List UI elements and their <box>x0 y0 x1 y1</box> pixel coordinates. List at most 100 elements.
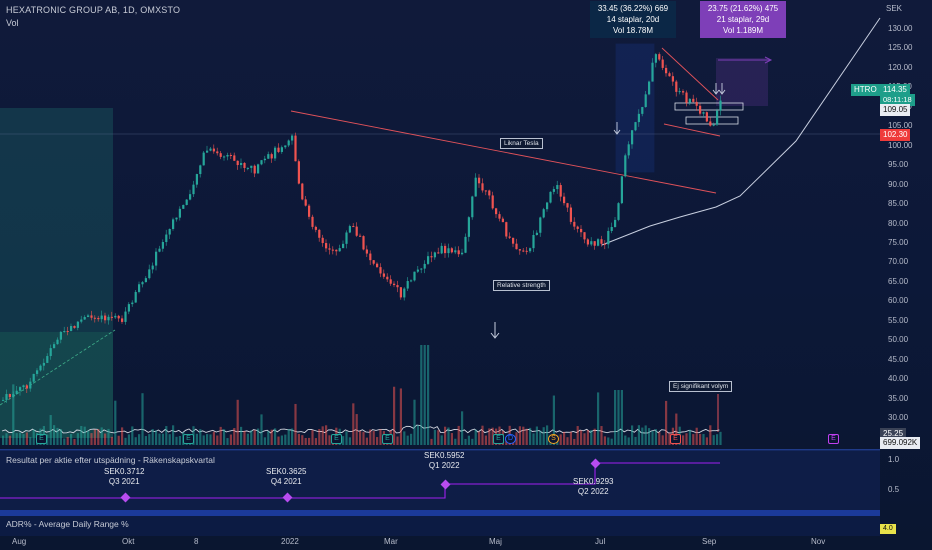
candle-body <box>216 151 219 154</box>
volume-bar <box>93 429 96 445</box>
volume-bar <box>287 429 290 445</box>
candle-body <box>427 256 430 264</box>
candle-body <box>525 250 528 252</box>
candle-body <box>36 370 39 374</box>
volume-bar <box>624 435 627 445</box>
candle-body <box>501 218 504 223</box>
eps-label-q1-2022: SEK0.5952 Q1 2022 <box>424 451 464 471</box>
candle-body <box>702 112 705 114</box>
candle-body <box>631 130 634 145</box>
measure-info-purple: 23.75 (21.62%) 475 21 staplar, 29d Vol 1… <box>700 1 786 38</box>
candle-body <box>508 236 511 238</box>
measure-blue-line1: 33.45 (36.22%) 669 <box>597 4 669 13</box>
volume-bar <box>63 438 66 445</box>
volume-bar <box>76 433 79 445</box>
volume-bar <box>355 414 358 445</box>
volume-bar <box>675 413 678 445</box>
event-marker-earnings[interactable]: E <box>331 434 342 444</box>
volume-bar <box>168 434 171 445</box>
candle-body <box>311 216 314 227</box>
eps-pane-bg <box>0 450 880 510</box>
volume-bar <box>709 425 712 445</box>
volume-bar <box>542 427 545 445</box>
volume-bar <box>603 436 606 445</box>
volume-bar <box>532 433 535 445</box>
eps-point-q1-2022 <box>440 479 451 490</box>
volume-bar <box>376 437 379 445</box>
volume-bar <box>450 433 453 445</box>
event-marker-earnings[interactable]: E <box>670 434 681 444</box>
candle-body <box>505 222 508 237</box>
candle-body <box>654 54 657 63</box>
volume-bar <box>233 427 236 445</box>
candle-body <box>138 284 141 292</box>
volume-bar <box>291 428 294 445</box>
candle-body <box>165 234 168 243</box>
event-marker-earnings[interactable]: E <box>36 434 47 444</box>
volume-bar <box>15 433 18 445</box>
volume-indicator-label[interactable]: Vol <box>6 18 19 28</box>
event-marker-earnings[interactable]: E <box>493 434 504 444</box>
volume-bar <box>478 431 481 445</box>
zone-upper <box>0 108 113 332</box>
event-marker-split[interactable]: S <box>548 434 559 444</box>
volume-bar <box>297 433 300 445</box>
event-marker-earnings[interactable]: E <box>183 434 194 444</box>
candle-body <box>263 158 266 161</box>
candle-body <box>668 73 671 77</box>
candle-body <box>260 160 263 165</box>
measure-blue-line3: Vol 18.78M <box>612 26 654 35</box>
candle-body <box>39 365 42 371</box>
time-axis-label: Jul <box>595 537 606 546</box>
volume-bar <box>70 434 73 445</box>
volume-bar <box>2 435 5 445</box>
candle-body <box>495 208 498 215</box>
event-marker-earnings[interactable]: E <box>382 434 393 444</box>
candle-body <box>457 250 460 255</box>
volume-bar <box>141 393 144 445</box>
eps-panel-title[interactable]: Resultat per aktie efter utspädning - Rä… <box>6 455 215 465</box>
candle-body <box>573 221 576 227</box>
volume-bar <box>444 426 447 445</box>
candle-body <box>580 228 583 233</box>
volume-bar <box>464 438 467 445</box>
volume-bar <box>569 431 572 445</box>
eps-quarter-q1-2022: Q1 2022 <box>428 461 460 470</box>
candle-body <box>678 91 681 93</box>
annotation-relative-strength[interactable]: Relative strength <box>493 280 550 291</box>
price-axis-label: 90.00 <box>888 179 909 189</box>
price-axis-label: 85.00 <box>888 199 909 209</box>
range-box-1 <box>674 102 744 111</box>
time-axis-label: Okt <box>122 537 135 546</box>
candle-body <box>389 279 392 284</box>
volume-bar <box>481 425 484 445</box>
adr-panel-title[interactable]: ADR% - Average Daily Range % <box>6 519 129 529</box>
volume-bar <box>427 345 430 445</box>
candle-body <box>93 317 96 319</box>
candle-body <box>189 194 192 200</box>
volume-bar <box>576 426 579 445</box>
candle-body <box>614 219 617 227</box>
volume-bar <box>535 426 538 445</box>
event-marker-earnings[interactable]: E <box>828 434 839 444</box>
annotation-ej-signifikant[interactable]: Ej signifikant volym <box>669 381 733 392</box>
candle-body <box>644 94 647 108</box>
volume-bar <box>651 430 654 445</box>
volume-bar <box>420 345 423 445</box>
candle-body <box>291 135 294 141</box>
event-marker-dividend[interactable]: D <box>505 434 516 444</box>
candle-body <box>705 112 708 122</box>
eps-quarter-q2-2022: Q2 2022 <box>577 487 609 496</box>
candle-body <box>634 122 637 131</box>
volume-bar <box>148 434 151 445</box>
candle-body <box>212 148 215 152</box>
annotation-liknar-tesla[interactable]: Liknar Tesla <box>500 138 543 149</box>
volume-bar <box>8 435 11 445</box>
candle-body <box>284 145 287 148</box>
eps-value-q4-2021: SEK0.3625 <box>266 467 307 476</box>
time-axis-label: 8 <box>194 537 199 546</box>
price-axis-label: 60.00 <box>888 296 909 306</box>
volume-bar <box>151 429 154 445</box>
